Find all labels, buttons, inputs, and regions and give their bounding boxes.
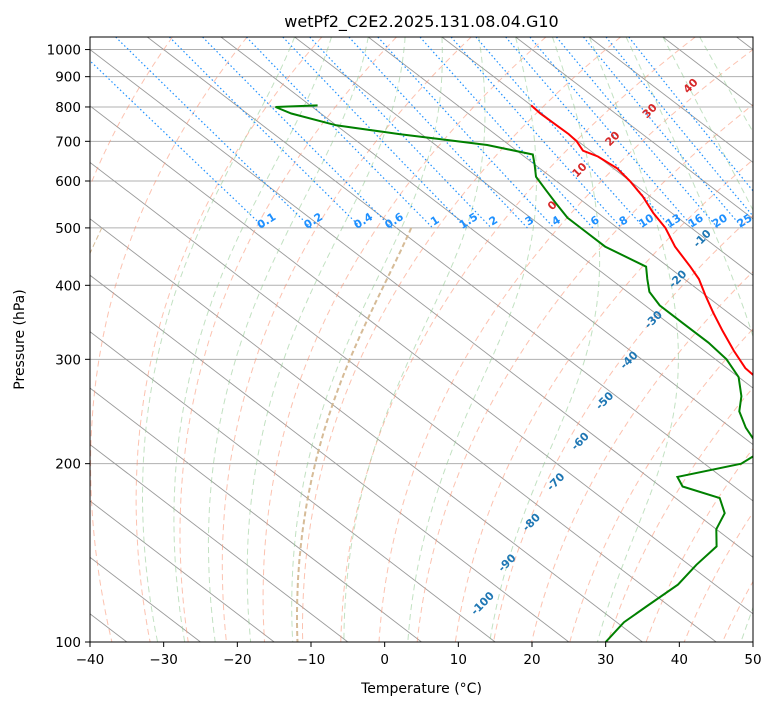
y-tick-label: 600: [55, 174, 81, 190]
moist-adiabat: [625, 37, 753, 642]
dry-adiabats: [90, 37, 753, 642]
dry-adiabat: [340, 37, 696, 642]
mixing-ratio-line: [450, 37, 622, 229]
mixing-ratio-line: [282, 37, 467, 229]
y-tick-label: 500: [55, 221, 81, 237]
dry-adiabat: [416, 104, 753, 642]
moist-adiabat: [207, 37, 369, 642]
x-tick-label: 50: [744, 652, 761, 668]
moist-adiabat: [489, 37, 601, 642]
dry-adiabat: [221, 37, 472, 642]
dry-adiabat: [607, 386, 753, 642]
dry-adiabat: [493, 214, 753, 642]
x-axis-ticks: −40 −30 −20 −10 0 10 20 30 40 50: [76, 642, 762, 668]
moist-adiabat: [142, 37, 296, 642]
y-tick-label: 700: [55, 134, 81, 150]
mixing-ratio-line: [628, 37, 753, 192]
isotherm--30: [147, 37, 753, 502]
y-tick-label: 300: [55, 352, 81, 368]
x-axis-label: Temperature (°C): [360, 681, 482, 697]
mixing-ratio-line: [583, 37, 743, 229]
isotherm--40: [90, 48, 753, 558]
isotherm--50: [90, 105, 753, 615]
y-tick-label: 800: [55, 100, 81, 116]
x-tick-label: 30: [597, 652, 614, 668]
x-tick-label: −30: [149, 652, 178, 668]
y-tick-label: 900: [55, 70, 81, 86]
isotherm-0: [368, 37, 753, 333]
mixing-ratio-line: [605, 37, 753, 217]
mixing-ratio-line: [168, 37, 362, 229]
dry-adiabat: [569, 328, 753, 642]
upper-reference-curve: [90, 227, 413, 642]
plot-frame: [89, 36, 754, 643]
upper-reference-curve: [296, 227, 413, 642]
dry-adiabat: [645, 447, 753, 642]
dry-adiabat: [179, 37, 397, 642]
skewed-isotherms: [90, 37, 753, 642]
dry-adiabat: [135, 37, 323, 642]
moist-adiabat: [407, 37, 537, 642]
x-tick-label: −40: [76, 652, 105, 668]
isotherm--60: [90, 161, 717, 642]
mixing-ratio-label: 25: [735, 211, 755, 230]
isotherm--70: [90, 218, 643, 642]
isotherm--120: [90, 500, 275, 642]
mixing-ratio-line: [115, 37, 312, 229]
x-tick-label: 20: [523, 652, 540, 668]
y-tick-label: 200: [55, 457, 81, 473]
mixing-ratio-line: [555, 37, 719, 229]
dewpoint-line: [275, 104, 753, 642]
y-axis-ticks: 100 200 300 400 500 600 700 800 900 1000: [47, 43, 90, 651]
chart-title: wetPf2_C2E2.2025.131.08.04.G10: [284, 12, 558, 32]
x-tick-label: 40: [671, 652, 688, 668]
isotherm--110: [90, 443, 349, 642]
profile-series: [275, 104, 753, 642]
y-tick-label: 400: [55, 278, 81, 294]
moist-adiabat: [343, 37, 486, 642]
x-tick-label: −10: [297, 652, 326, 668]
moist-adiabat: [246, 37, 406, 642]
x-tick-label: 10: [450, 652, 467, 668]
moist-adiabats: [142, 37, 753, 642]
moist-adiabat: [291, 37, 443, 642]
dry-adiabat: [262, 37, 547, 642]
mixing-ratio-line: [202, 37, 393, 229]
x-tick-label: 0: [380, 652, 389, 668]
isotherm-20: [515, 37, 753, 220]
x-tick-label: −20: [223, 652, 252, 668]
isotherm--100: [90, 387, 422, 642]
dry-adiabat: [378, 48, 753, 642]
temperature-line: [530, 104, 753, 377]
isotherm-30: [589, 37, 753, 163]
dry-adiabat: [531, 270, 753, 642]
isotherm--20: [220, 37, 753, 446]
moist-adiabat: [588, 37, 679, 642]
y-tick-label: 100: [55, 635, 81, 651]
mixing-ratio-line: [377, 37, 555, 229]
dry-adiabat: [90, 37, 248, 642]
y-axis-label: Pressure (hPa): [12, 289, 28, 389]
moist-adiabat: [662, 37, 753, 212]
mixing-ratio-line: [419, 37, 594, 229]
mixing-ratio-lines: [90, 37, 753, 229]
isotherm--90: [90, 331, 496, 642]
moist-adiabat: [173, 37, 332, 642]
isotherm--80: [90, 274, 570, 642]
mixing-ratio-line: [245, 37, 434, 229]
mixing-ratio-line: [529, 37, 695, 229]
dry-adiabat: [454, 159, 753, 642]
y-tick-label: 1000: [47, 43, 81, 59]
